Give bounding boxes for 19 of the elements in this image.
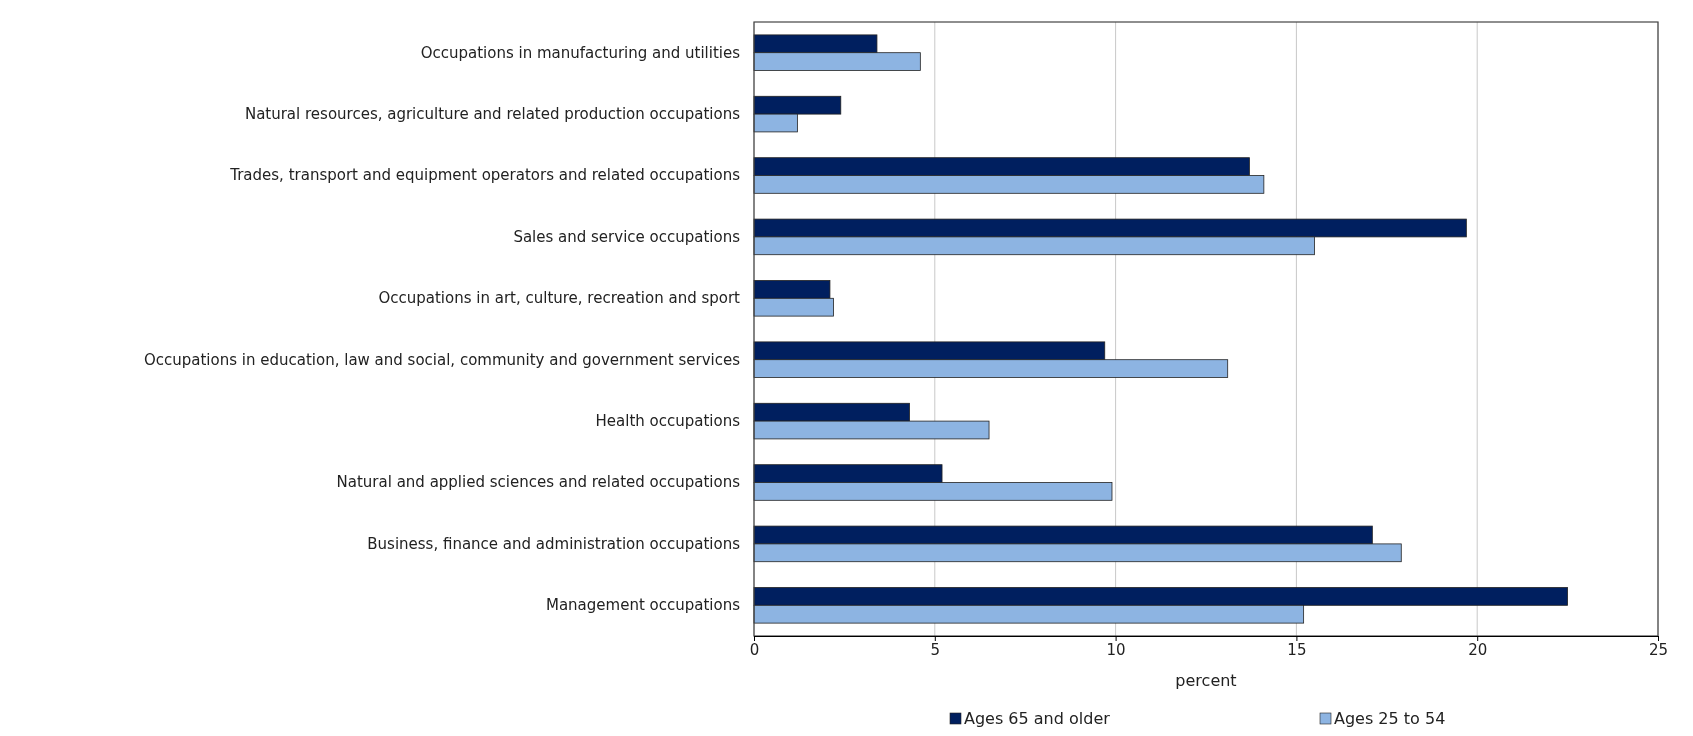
- legend-label: Ages 65 and older: [964, 709, 1111, 728]
- y-tick-label: Occupations in art, culture, recreation and sport: [378, 289, 741, 308]
- y-tick-label: Management occupations: [545, 596, 741, 615]
- x-axis-title: percent: [1175, 671, 1237, 690]
- y-tick-label: Business, finance and administration occupations: [367, 534, 741, 553]
- y-tick-label: Health occupations: [595, 411, 741, 430]
- y-tick-label: Trades, transport and equipment operators and related occupations: [229, 166, 741, 185]
- y-tick-label: Sales and service occupations: [513, 227, 741, 246]
- y-tick-label: Occupations in manufacturing and utilities: [420, 43, 741, 62]
- y-tick-label: Natural resources, agriculture and related production occupations: [244, 104, 741, 123]
- x-tick-label: 15: [1287, 640, 1307, 659]
- x-tick-label: 10: [1106, 640, 1126, 659]
- x-tick-label: 20: [1468, 640, 1488, 659]
- y-tick-label: Natural and applied sciences and related occupations: [336, 473, 741, 492]
- legend-label: Ages 25 to 54: [1334, 709, 1446, 728]
- y-tick-label: Occupations in education, law and social, community and government services: [143, 350, 741, 369]
- x-tick-label: 5: [930, 640, 941, 659]
- x-tick-label: 0: [749, 640, 760, 659]
- x-tick-label: 25: [1648, 640, 1669, 659]
